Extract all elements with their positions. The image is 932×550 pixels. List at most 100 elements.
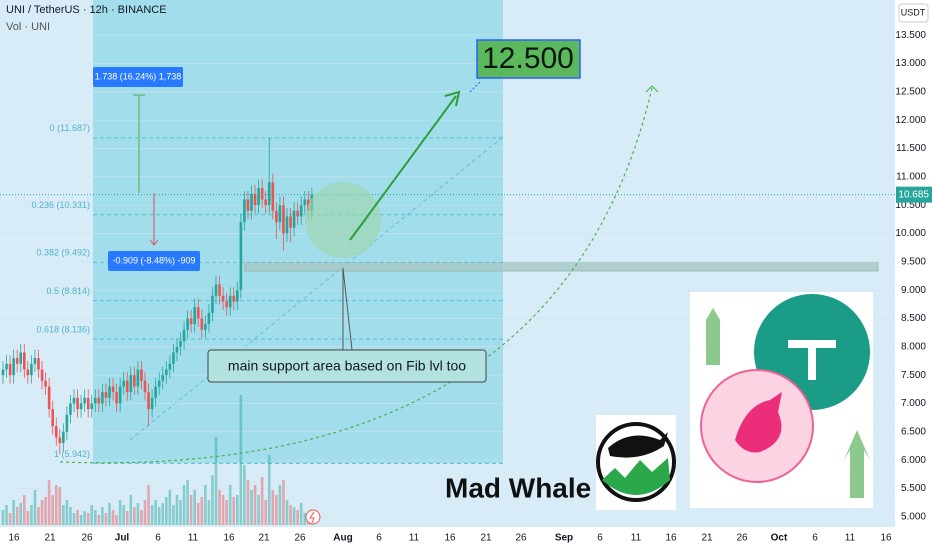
x-tick-label: Aug bbox=[333, 533, 352, 544]
candle-body bbox=[179, 341, 182, 347]
candle-body bbox=[76, 397, 79, 410]
x-tick-label: 26 bbox=[515, 533, 527, 544]
volume-bar bbox=[37, 507, 40, 525]
volume-bar bbox=[289, 505, 292, 525]
target-arrowhead bbox=[444, 90, 461, 107]
volume-bar bbox=[275, 495, 278, 525]
volume-bar bbox=[200, 497, 204, 525]
brand-label: Mad Whale bbox=[445, 472, 591, 503]
volume-bar bbox=[165, 497, 168, 525]
volume-bar bbox=[136, 503, 140, 525]
volume-bar bbox=[299, 503, 303, 525]
y-tick-label: 8.000 bbox=[901, 341, 926, 352]
volume-bar bbox=[168, 490, 172, 525]
volume-bar bbox=[179, 500, 182, 525]
volume-bar bbox=[133, 507, 136, 525]
candle-body bbox=[267, 182, 271, 206]
volume-bar bbox=[267, 455, 271, 525]
fib-label: 0.236 (10.331) bbox=[31, 200, 90, 210]
volume-bar bbox=[5, 505, 8, 525]
y-tick-label: 8.500 bbox=[901, 313, 926, 324]
x-tick-label: 11 bbox=[188, 533, 199, 544]
volume-bar bbox=[186, 480, 189, 525]
alert-icon[interactable] bbox=[305, 509, 321, 525]
volume-bar bbox=[143, 500, 147, 525]
candle-body bbox=[40, 369, 44, 381]
volume-bar bbox=[243, 465, 246, 525]
fib-label: 0.5 (8.814) bbox=[46, 286, 90, 296]
projection-arrowhead bbox=[645, 85, 659, 93]
candle-body bbox=[8, 363, 12, 376]
volume-bar bbox=[65, 500, 69, 525]
y-tick-label: 11.500 bbox=[896, 143, 926, 154]
candle-body bbox=[243, 199, 246, 223]
y-tick-label: 12.500 bbox=[895, 86, 926, 97]
candle-body bbox=[12, 358, 15, 376]
x-tick-label: 6 bbox=[812, 533, 818, 544]
volume-bar bbox=[101, 507, 104, 525]
token-logos bbox=[690, 292, 873, 508]
candle-body bbox=[232, 295, 236, 302]
volume-bar bbox=[221, 495, 225, 525]
volume-bar bbox=[69, 507, 72, 525]
candle-body bbox=[193, 307, 196, 325]
y-tick-label: 10.500 bbox=[895, 200, 926, 211]
volume-bar bbox=[189, 495, 193, 525]
volume-bar bbox=[211, 475, 214, 525]
candle-body bbox=[236, 290, 239, 302]
candle-body bbox=[303, 199, 307, 206]
candle-body bbox=[257, 188, 260, 206]
y-tick-label: 7.000 bbox=[901, 398, 926, 409]
candle-body bbox=[30, 363, 33, 376]
candle-body bbox=[296, 210, 299, 217]
volume-bar bbox=[225, 500, 228, 525]
x-tick-label: Sep bbox=[555, 533, 573, 544]
x-tick-label: 21 bbox=[701, 533, 713, 544]
volume-bar bbox=[111, 510, 115, 525]
x-tick-label: 16 bbox=[223, 533, 235, 544]
candle-body bbox=[86, 397, 90, 410]
candle-body bbox=[204, 324, 207, 330]
volume-bar bbox=[285, 500, 289, 525]
candle-body bbox=[72, 397, 76, 404]
volume-bar bbox=[172, 505, 175, 525]
candle-body bbox=[214, 284, 218, 296]
x-tick-label: 11 bbox=[631, 533, 642, 544]
candle-body bbox=[44, 380, 47, 387]
x-tick-label: 16 bbox=[665, 533, 677, 544]
volume-bar bbox=[76, 510, 79, 525]
candle-body bbox=[147, 392, 150, 410]
x-tick-label: 21 bbox=[480, 533, 492, 544]
chart-title: UNI / TetherUS · 12h · BINANCE bbox=[6, 4, 167, 16]
volume-bar bbox=[30, 505, 33, 525]
candle-body bbox=[172, 352, 175, 364]
candle-body bbox=[125, 380, 129, 393]
volume-bar bbox=[296, 510, 299, 525]
volume-bar bbox=[236, 495, 239, 525]
candle-body bbox=[140, 369, 143, 381]
volume-bar bbox=[260, 477, 264, 525]
volume-bar bbox=[232, 497, 236, 525]
volume-bar bbox=[218, 490, 221, 525]
volume-bar bbox=[90, 505, 94, 525]
target-label: 12.500 bbox=[482, 42, 574, 75]
y-tick-label: 7.500 bbox=[901, 370, 926, 381]
volume-bar bbox=[150, 505, 154, 525]
measure-down-box bbox=[108, 251, 200, 271]
volume-bar bbox=[129, 495, 133, 525]
volume-bar bbox=[250, 490, 253, 525]
time-axis bbox=[0, 527, 895, 550]
volume-bar bbox=[118, 500, 122, 525]
candle-body bbox=[200, 318, 204, 330]
volume-bar bbox=[292, 507, 296, 525]
note-label: main support area based on Fib lvl too bbox=[228, 358, 466, 374]
volume-bar bbox=[62, 505, 65, 525]
candle-body bbox=[246, 199, 250, 211]
volume-bar bbox=[257, 495, 260, 525]
volume-bar bbox=[278, 485, 282, 525]
volume-bar bbox=[157, 507, 161, 525]
candle-body bbox=[133, 375, 136, 387]
volume-bar bbox=[214, 437, 218, 525]
candle-body bbox=[154, 386, 157, 398]
